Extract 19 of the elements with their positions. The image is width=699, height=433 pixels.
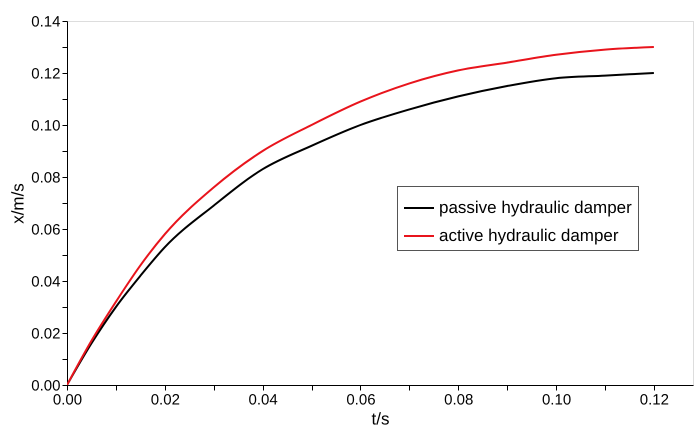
y-axis-title: x/m/s (8, 183, 28, 224)
x-tick-label: 0.08 (444, 392, 474, 408)
y-tick-label: 0.04 (31, 274, 60, 290)
legend-label: active hydraulic damper (439, 226, 619, 245)
y-tick-label: 0.00 (31, 378, 60, 394)
y-tick-label: 0.02 (31, 326, 60, 342)
y-tick-label: 0.08 (31, 170, 60, 186)
y-tick-label: 0.10 (31, 118, 60, 134)
y-tick-label: 0.06 (31, 222, 60, 238)
x-tick-label: 0.02 (150, 392, 180, 408)
x-axis-title: t/s (372, 410, 390, 428)
legend-label: passive hydraulic damper (439, 198, 632, 217)
x-tick-label: 0.12 (640, 392, 669, 408)
x-tick-label: 0.04 (248, 392, 278, 408)
y-tick-label: 0.14 (31, 14, 60, 30)
x-tick-label: 0.06 (346, 392, 376, 408)
x-tick-label: 0.10 (542, 392, 572, 408)
x-tick-label: 0.00 (52, 392, 82, 408)
y-tick-label: 0.12 (31, 66, 60, 82)
